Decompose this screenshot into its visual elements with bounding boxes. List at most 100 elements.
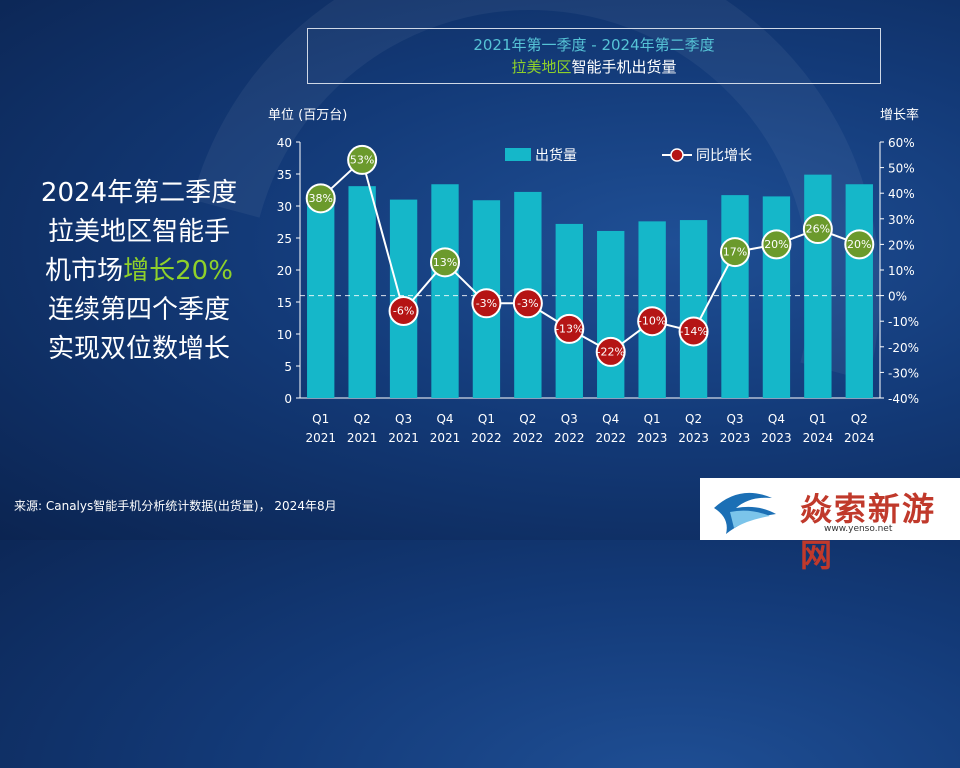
- growth-marker: [471, 288, 502, 319]
- bar-shipments: [597, 230, 625, 398]
- x-tick-year: 2021: [430, 431, 461, 445]
- legend-bar-label: 出货量: [535, 147, 577, 164]
- watermark-logo-box: [700, 478, 960, 540]
- bar-shipments: [307, 191, 335, 398]
- growth-marker-label: 13%: [433, 256, 457, 269]
- x-tick-year: 2023: [761, 431, 792, 445]
- x-tick-quarter: Q1: [312, 412, 329, 426]
- growth-marker-label: 20%: [764, 238, 788, 251]
- left-tick-label: 5: [284, 360, 292, 374]
- growth-marker: [844, 229, 875, 260]
- growth-marker: [678, 316, 709, 347]
- chart-title-line2: 拉美地区智能手机出货量: [308, 56, 880, 78]
- chart-title-box: 2021年第一季度 - 2024年第二季度 拉美地区智能手机出货量: [307, 28, 881, 84]
- bar-shipments: [721, 195, 749, 398]
- headline-highlight: 增长20%: [123, 256, 233, 286]
- x-tick-year: 2023: [720, 431, 751, 445]
- right-tick-label: 20%: [888, 238, 915, 252]
- headline-line4: 连续第四个季度: [47, 295, 230, 325]
- x-tick-year: 2021: [305, 431, 336, 445]
- x-tick-quarter: Q2: [354, 412, 371, 426]
- growth-marker: [388, 295, 419, 326]
- growth-marker: [305, 183, 336, 214]
- growth-marker-label: 17%: [723, 246, 747, 259]
- left-axis-title: 单位 (百万台): [268, 108, 347, 123]
- left-tick-label: 0: [284, 392, 292, 406]
- source-note: 来源: Canalys智能手机分析统计数据(出货量)， 2024年8月: [14, 499, 337, 513]
- headline-line3: 机市场增长20%: [14, 252, 264, 291]
- chart-title-subject: 智能手机出货量: [571, 58, 677, 76]
- x-tick-year: 2022: [595, 431, 626, 445]
- left-tick-label: 10: [277, 328, 292, 342]
- left-tick-label: 35: [277, 168, 292, 182]
- right-tick-label: 10%: [888, 264, 915, 278]
- growth-marker-label: -6%: [393, 304, 414, 317]
- left-tick-label: 20: [277, 264, 292, 278]
- right-axis-title: 增长率: [880, 107, 919, 123]
- headline-line5: 实现双位数增长: [47, 334, 230, 364]
- bar-shipments: [431, 184, 459, 398]
- growth-marker: [761, 229, 792, 260]
- x-tick-year: 2023: [678, 431, 709, 445]
- x-tick-year: 2022: [554, 431, 585, 445]
- x-tick-quarter: Q2: [519, 412, 536, 426]
- growth-marker: [554, 313, 585, 344]
- x-tick-year: 2021: [388, 431, 419, 445]
- x-tick-year: 2021: [347, 431, 378, 445]
- shipment-chart: 单位 (百万台) 增长率 0 5 10 15 20 25 30 35 40 -40% -30% -20% -…: [268, 107, 919, 445]
- x-tick-year: 2023: [637, 431, 668, 445]
- growth-marker: [430, 247, 460, 278]
- growth-marker-label: -14%: [679, 325, 707, 338]
- x-tick-quarter: Q4: [768, 412, 785, 426]
- watermark-url: www.yenso.net: [824, 524, 893, 534]
- growth-marker-label: -10%: [638, 315, 666, 328]
- x-tick-year: 2024: [844, 431, 875, 445]
- growth-marker-label: -3%: [517, 297, 538, 310]
- growth-marker: [512, 288, 543, 319]
- right-tick-label: -10%: [888, 315, 919, 329]
- x-tick-quarter: Q1: [478, 412, 495, 426]
- headline-text: 2024年第二季度 拉美地区智能手 机市场增长20% 连续第四个季度 实现双位数…: [14, 174, 264, 369]
- growth-marker-label: 20%: [847, 238, 871, 251]
- headline-line3-pre: 机市场: [45, 256, 124, 286]
- right-tick-label: 50%: [888, 162, 915, 176]
- growth-marker: [802, 214, 833, 245]
- right-tick-label: 40%: [888, 187, 915, 201]
- growth-marker-label: 38%: [308, 192, 332, 205]
- headline-line1: 2024年第二季度: [40, 178, 238, 208]
- growth-marker: [595, 336, 626, 367]
- growth-marker: [347, 144, 378, 175]
- x-tick-quarter: Q1: [644, 412, 661, 426]
- chart-title-region: 拉美地区: [511, 58, 572, 76]
- bird-logo-icon: [714, 492, 776, 534]
- bar-shipments: [348, 186, 376, 398]
- growth-marker-label: -3%: [476, 297, 497, 310]
- left-tick-label: 30: [277, 200, 292, 214]
- bar-shipments: [679, 220, 708, 398]
- legend-marker-swatch: [670, 148, 684, 162]
- headline-line2: 拉美地区智能手: [47, 217, 230, 247]
- growth-marker: [720, 237, 750, 268]
- x-tick-quarter: Q2: [851, 412, 868, 426]
- growth-marker-label: -22%: [597, 345, 625, 358]
- right-tick-label: 0%: [888, 290, 907, 304]
- growth-marker: [637, 306, 668, 337]
- x-tick-quarter: Q3: [726, 412, 743, 426]
- chart-title-line1: 2021年第一季度 - 2024年第二季度: [473, 36, 715, 54]
- bar-shipments: [555, 223, 583, 398]
- growth-marker-label: 53%: [350, 153, 374, 166]
- x-tick-quarter: Q3: [561, 412, 578, 426]
- growth-marker-label: -13%: [555, 322, 583, 335]
- right-tick-label: -20%: [888, 341, 919, 355]
- x-tick-quarter: Q1: [809, 412, 826, 426]
- right-tick-label: 30%: [888, 213, 915, 227]
- right-tick-label: 60%: [888, 136, 915, 150]
- growth-marker-label: 26%: [806, 223, 830, 236]
- left-tick-label: 25: [277, 232, 292, 246]
- bar-shipments: [845, 184, 873, 398]
- x-tick-year: 2022: [471, 431, 502, 445]
- x-tick-quarter: Q3: [395, 412, 412, 426]
- legend-line-label: 同比增长: [696, 148, 752, 164]
- x-tick-year: 2022: [513, 431, 544, 445]
- right-tick-label: -40%: [888, 392, 919, 406]
